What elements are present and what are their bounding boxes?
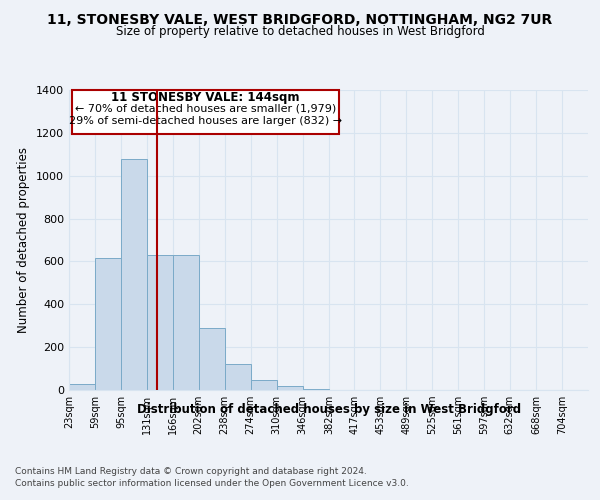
- Bar: [277, 386, 303, 390]
- Bar: [251, 380, 277, 390]
- Bar: [303, 389, 329, 390]
- FancyBboxPatch shape: [71, 90, 339, 134]
- Bar: [224, 364, 251, 390]
- Text: Distribution of detached houses by size in West Bridgford: Distribution of detached houses by size …: [137, 402, 521, 415]
- Y-axis label: Number of detached properties: Number of detached properties: [17, 147, 31, 333]
- Bar: [95, 258, 121, 390]
- Text: ← 70% of detached houses are smaller (1,979): ← 70% of detached houses are smaller (1,…: [74, 104, 336, 114]
- Text: Contains HM Land Registry data © Crown copyright and database right 2024.: Contains HM Land Registry data © Crown c…: [15, 468, 367, 476]
- Text: Size of property relative to detached houses in West Bridgford: Size of property relative to detached ho…: [116, 25, 484, 38]
- Text: 29% of semi-detached houses are larger (832) →: 29% of semi-detached houses are larger (…: [68, 116, 342, 126]
- Bar: [199, 328, 224, 390]
- Bar: [121, 158, 147, 390]
- Bar: [173, 255, 199, 390]
- Bar: [147, 255, 173, 390]
- Bar: [69, 384, 95, 390]
- Text: 11, STONESBY VALE, WEST BRIDGFORD, NOTTINGHAM, NG2 7UR: 11, STONESBY VALE, WEST BRIDGFORD, NOTTI…: [47, 12, 553, 26]
- Text: Contains public sector information licensed under the Open Government Licence v3: Contains public sector information licen…: [15, 479, 409, 488]
- Text: 11 STONESBY VALE: 144sqm: 11 STONESBY VALE: 144sqm: [111, 92, 299, 104]
